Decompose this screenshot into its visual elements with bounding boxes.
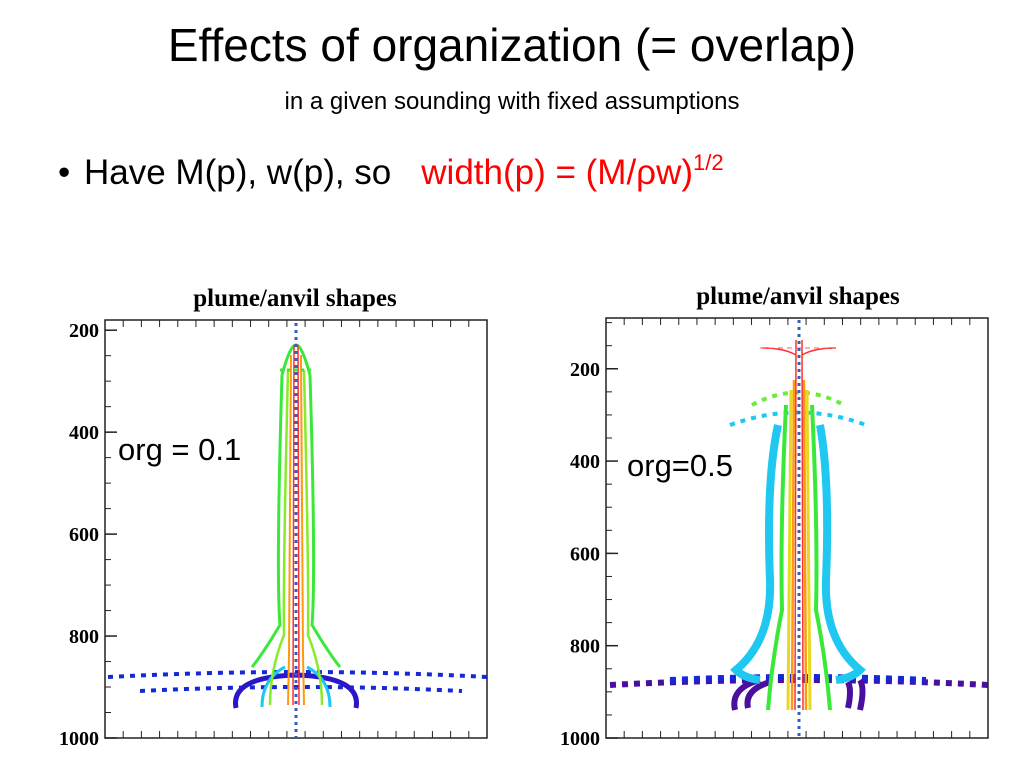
bullet-dot: • [58, 153, 71, 192]
right-anvil-dotted-purple [609, 677, 989, 688]
right-plot-frame [605, 317, 989, 739]
left-plume-lightgreen [268, 369, 324, 706]
ytick-label: 200 [69, 320, 99, 342]
right-chart: plume/anvil shapes 200 400 600 800 1000 [560, 283, 989, 750]
right-plume-curves [609, 320, 989, 737]
bullet-line: • Have M(p), w(p), so width(p) = (M/ρw)1/2 [58, 150, 724, 193]
left-plume-curves [107, 323, 488, 737]
left-chart-title: plume/anvil shapes [193, 285, 397, 312]
slide-subtitle: in a given sounding with fixed assumptio… [284, 88, 740, 115]
formula-main: width(p) = (M/ρw) [421, 153, 694, 192]
formula-exponent: 1/2 [693, 150, 724, 175]
ytick-label: 600 [570, 543, 600, 565]
left-plume-orange [287, 354, 305, 706]
ytick-label: 600 [69, 524, 99, 546]
right-plume-orange [790, 379, 808, 711]
left-base-cyan [260, 665, 332, 708]
right-org-label: org=0.5 [627, 448, 734, 483]
ytick-label: 800 [570, 636, 600, 658]
right-x-ticks [623, 318, 971, 738]
bullet-text: Have M(p), w(p), so [84, 153, 392, 192]
right-plume-cyan [730, 424, 866, 684]
left-plot-frame [104, 319, 488, 739]
left-y-ticks: 200 400 600 800 1000 [59, 320, 117, 750]
right-y-ticks: 200 400 600 800 1000 [560, 322, 618, 750]
right-plume-green [766, 404, 832, 711]
ytick-label: 400 [69, 422, 99, 444]
width-formula: width(p) = (M/ρw)1/2 [421, 150, 724, 192]
ytick-label: 1000 [560, 728, 600, 750]
ytick-label: 400 [570, 451, 600, 473]
left-org-label: org = 0.1 [118, 432, 242, 467]
slide-title: Effects of organization (= overlap) [167, 19, 857, 71]
ytick-label: 1000 [59, 728, 99, 750]
left-chart: plume/anvil shapes 200 400 600 800 1000 [59, 285, 488, 750]
right-plume-yellow [786, 389, 812, 711]
left-anvil-dotted-bottom [139, 685, 463, 693]
left-x-ticks [122, 320, 470, 738]
right-chart-title: plume/anvil shapes [696, 283, 900, 310]
right-base-arc-purple [731, 677, 866, 711]
right-plume-red [761, 339, 837, 711]
left-plume-red [292, 344, 300, 706]
ytick-label: 800 [69, 626, 99, 648]
ytick-label: 200 [570, 359, 600, 381]
